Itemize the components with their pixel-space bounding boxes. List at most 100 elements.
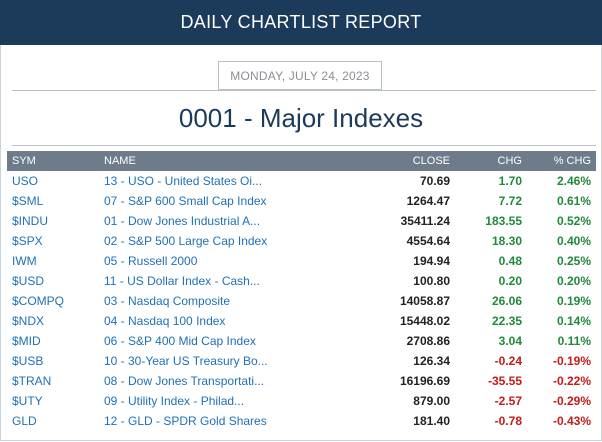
symbol-link[interactable]: $USB xyxy=(12,354,44,368)
symbol-link[interactable]: $NDX xyxy=(12,314,45,328)
row-spacer xyxy=(279,291,321,311)
table-row: $USD 11 - US Dollar Index - Cash... 100.80… xyxy=(7,271,596,291)
name-link[interactable]: 07 - S&P 600 Small Cap Index xyxy=(104,194,267,208)
symbol-link[interactable]: $INDU xyxy=(12,214,49,228)
symbol-link[interactable]: $UTY xyxy=(12,394,43,408)
close-value: 1264.47 xyxy=(406,194,450,208)
change-value: 0.48 xyxy=(498,254,522,268)
symbol-link[interactable]: USO xyxy=(12,174,39,188)
pct-change-value: 0.40% xyxy=(556,234,591,248)
close-value: 16196.69 xyxy=(399,374,450,388)
pct-change-value: 2.46% xyxy=(556,174,591,188)
row-spacer xyxy=(279,391,321,411)
header-close: CLOSE xyxy=(412,155,450,167)
table-row: IWM 05 - Russell 2000 194.94 0.48 0.25% xyxy=(7,251,596,271)
header-spacer xyxy=(279,151,321,171)
row-spacer xyxy=(279,271,321,291)
pct-change-value: 0.14% xyxy=(556,314,591,328)
table-row: GLD 12 - GLD - SPDR Gold Shares 181.40 -0.7… xyxy=(7,411,596,431)
close-value: 181.40 xyxy=(413,414,450,428)
table-header-row: SYM NAME CLOSE CHG % CHG xyxy=(7,151,596,171)
table-row: $TRAN 08 - Dow Jones Transportati... 16196… xyxy=(7,371,596,391)
header-pct-chg: % CHG xyxy=(553,155,591,167)
close-value: 194.94 xyxy=(413,254,450,268)
row-spacer xyxy=(279,191,321,211)
row-spacer xyxy=(279,231,321,251)
change-value: 22.35 xyxy=(491,314,522,328)
row-spacer xyxy=(279,171,321,191)
pct-change-value: -0.22% xyxy=(552,374,591,388)
name-link[interactable]: 03 - Nasdaq Composite xyxy=(104,294,231,308)
report-date: MONDAY, JULY 24, 2023 xyxy=(218,61,382,90)
name-link[interactable]: 08 - Dow Jones Transportati... xyxy=(104,374,265,388)
header-name: NAME xyxy=(104,155,136,167)
pct-change-value: 0.11% xyxy=(557,334,591,348)
row-spacer xyxy=(279,411,321,431)
change-value: 7.72 xyxy=(498,194,522,208)
symbol-link[interactable]: $COMPQ xyxy=(12,294,65,308)
name-link[interactable]: 12 - GLD - SPDR Gold Shares xyxy=(104,414,267,428)
table-body: USO 13 - USO - United States Oi... 70.69 1.… xyxy=(7,171,596,431)
name-link[interactable]: 10 - 30-Year US Treasury Bo... xyxy=(104,354,268,368)
pct-change-value: -0.29% xyxy=(552,394,591,408)
close-value: 15448.02 xyxy=(399,314,450,328)
pct-change-value: 0.19% xyxy=(556,294,591,308)
change-value: 3.04 xyxy=(498,334,522,348)
table-row: $INDU 01 - Dow Jones Industrial A... 35411… xyxy=(7,211,596,231)
header-sym: SYM xyxy=(12,155,36,167)
table-row: $USB 10 - 30-Year US Treasury Bo... 126.34… xyxy=(7,351,596,371)
change-value: 26.06 xyxy=(491,294,522,308)
divider-bottom xyxy=(12,145,596,146)
change-value: 18.30 xyxy=(491,234,522,248)
name-link[interactable]: 02 - S&P 500 Large Cap Index xyxy=(104,234,268,248)
report-banner: DAILY CHARTLIST REPORT xyxy=(0,0,602,45)
symbol-link[interactable]: $MID xyxy=(12,334,41,348)
close-value: 35411.24 xyxy=(400,214,450,228)
pct-change-value: 0.61% xyxy=(556,194,591,208)
close-value: 879.00 xyxy=(413,394,450,408)
table-row: $UTY 09 - Utility Index - Philad... 879.00… xyxy=(7,391,596,411)
symbols-table: SYM NAME CLOSE CHG % CHG USO 13 - USO - U… xyxy=(7,151,596,431)
header-chg: CHG xyxy=(497,155,522,167)
table-row: USO 13 - USO - United States Oi... 70.69 1.… xyxy=(7,171,596,191)
name-link[interactable]: 01 - Dow Jones Industrial A... xyxy=(104,214,261,228)
symbol-link[interactable]: $TRAN xyxy=(12,374,52,388)
close-value: 100.80 xyxy=(413,274,450,288)
name-link[interactable]: 11 - US Dollar Index - Cash... xyxy=(104,274,260,288)
name-link[interactable]: 06 - S&P 400 Mid Cap Index xyxy=(104,334,256,348)
close-value: 2708.86 xyxy=(406,334,450,348)
symbol-link[interactable]: IWM xyxy=(12,254,37,268)
name-link[interactable]: 09 - Utility Index - Philad... xyxy=(104,394,245,408)
row-spacer xyxy=(279,331,321,351)
close-value: 70.69 xyxy=(419,174,450,188)
change-value: 0.20 xyxy=(498,274,522,288)
close-value: 14058.87 xyxy=(399,294,450,308)
pct-change-value: -0.43% xyxy=(552,414,591,428)
change-value: -0.78 xyxy=(494,414,522,428)
table-row: $SML 07 - S&P 600 Small Cap Index 1264.47 7… xyxy=(7,191,596,211)
close-value: 4554.64 xyxy=(406,234,450,248)
change-value: -2.57 xyxy=(494,394,522,408)
row-spacer xyxy=(279,211,321,231)
close-value: 126.34 xyxy=(413,354,450,368)
pct-change-value: 0.20% xyxy=(556,274,591,288)
name-link[interactable]: 04 - Nasdaq 100 Index xyxy=(104,314,226,328)
divider-top xyxy=(12,90,596,91)
symbol-link[interactable]: $SPX xyxy=(12,234,43,248)
table-row: $SPX 02 - S&P 500 Large Cap Index 4554.64 1… xyxy=(7,231,596,251)
symbol-link[interactable]: $SML xyxy=(12,194,44,208)
symbol-link[interactable]: $USD xyxy=(12,274,45,288)
change-value: -0.24 xyxy=(494,354,522,368)
row-spacer xyxy=(279,311,321,331)
table-row: $NDX 04 - Nasdaq 100 Index 15448.02 22.35 0.… xyxy=(7,311,596,331)
row-spacer xyxy=(279,251,321,271)
symbol-link[interactable]: GLD xyxy=(12,414,37,428)
change-value: 183.55 xyxy=(485,214,522,228)
pct-change-value: 0.25% xyxy=(556,254,591,268)
report-date-text: MONDAY, JULY 24, 2023 xyxy=(230,68,370,83)
banner-title: DAILY CHARTLIST REPORT xyxy=(180,12,422,32)
table-row: $COMPQ 03 - Nasdaq Composite 14058.87 26.06… xyxy=(7,291,596,311)
name-link[interactable]: 05 - Russell 2000 xyxy=(104,254,198,268)
change-value: -35.55 xyxy=(487,374,522,388)
name-link[interactable]: 13 - USO - United States Oi... xyxy=(104,174,263,188)
